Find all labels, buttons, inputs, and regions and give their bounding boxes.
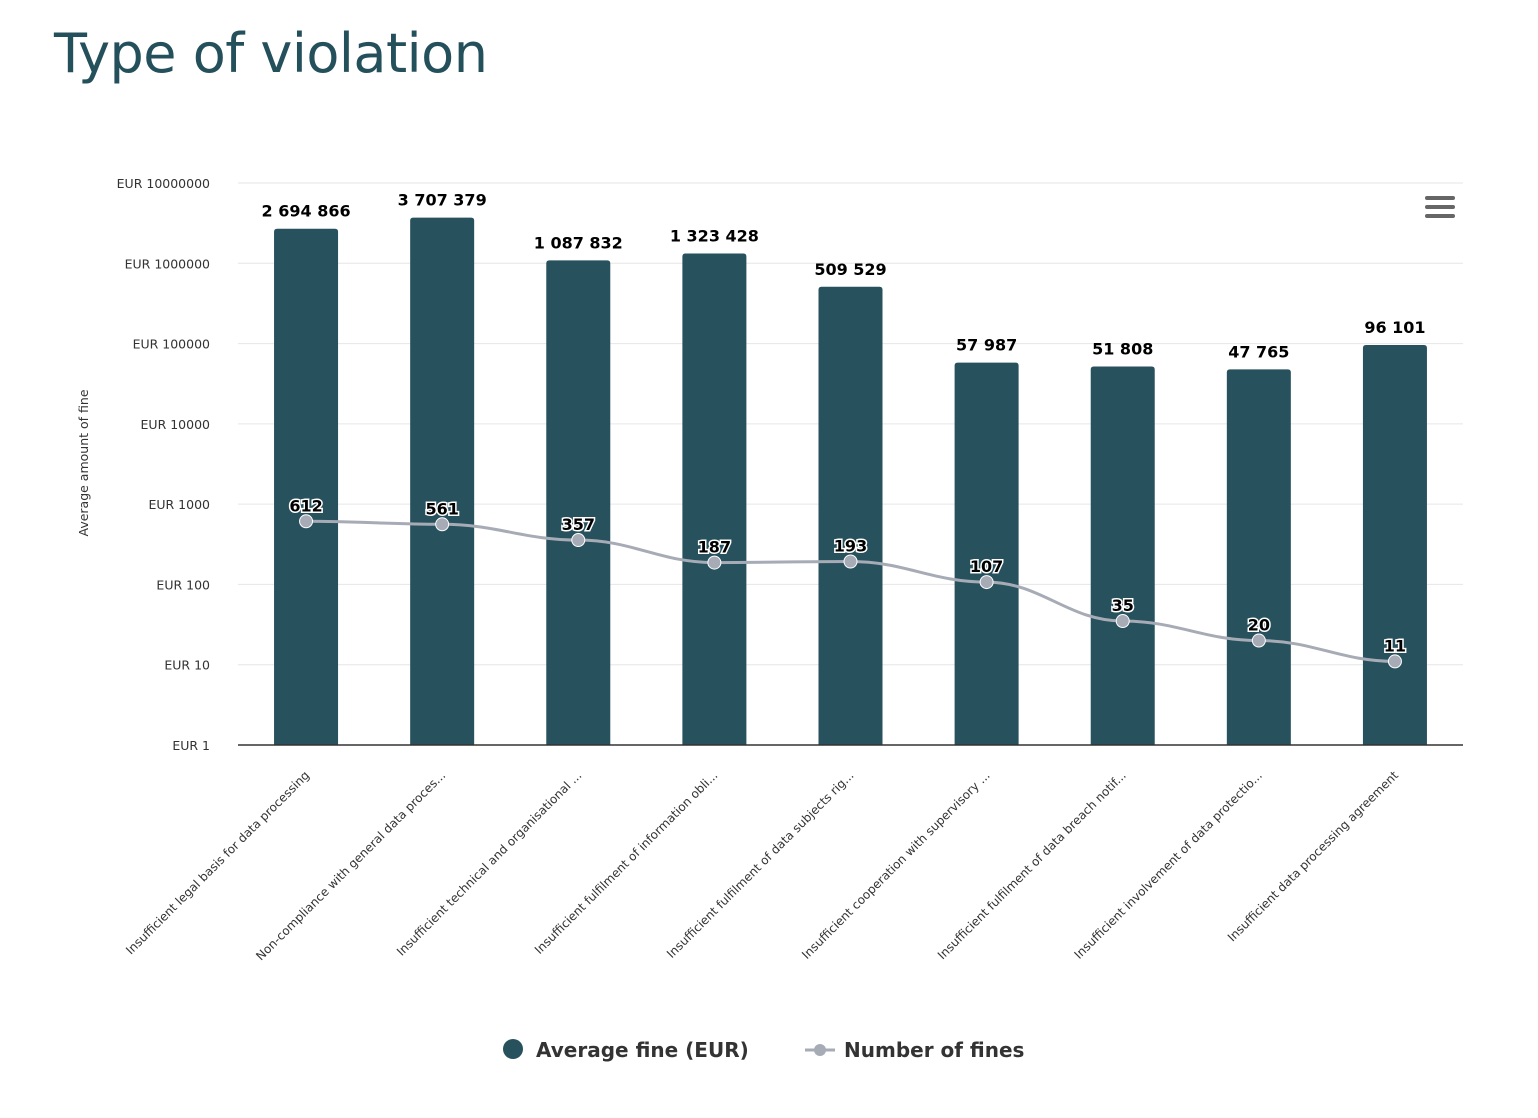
y-tick-label: EUR 10000	[141, 417, 211, 432]
bar	[1362, 344, 1427, 745]
y-tick-label: EUR 100	[156, 577, 210, 592]
bar-data-label: 51 808	[1092, 340, 1153, 359]
hamburger-menu-icon[interactable]	[1425, 196, 1455, 218]
y-tick-label: EUR 10	[164, 658, 210, 673]
line-data-label: 187	[698, 538, 731, 557]
line-data-label: 357	[562, 515, 595, 534]
line-point	[435, 517, 450, 532]
bar	[274, 228, 339, 745]
line-point	[299, 514, 314, 529]
y-axis-label: Average amount of fine	[76, 389, 91, 536]
x-axis-labels: Insufficient legal basis for data proces…	[123, 768, 1401, 963]
line-data-label: 35	[1112, 596, 1134, 615]
line-series: 612 561 357 187 193 107 35 20 11	[288, 495, 1408, 669]
line-point	[1115, 614, 1130, 629]
legend-label: Average fine (EUR)	[536, 1038, 749, 1062]
bar	[682, 253, 747, 745]
bar-data-label: 96 101	[1364, 318, 1425, 337]
bar-series: 2 694 866 3 707 379 1 087 832 1 323 428 509 …	[262, 191, 1427, 745]
page-title: Type of violation	[54, 22, 488, 85]
line-point	[979, 575, 994, 590]
line-data-label: 20	[1248, 616, 1270, 635]
legend-marker-bar	[503, 1039, 523, 1059]
y-tick-label: EUR 100000	[133, 337, 210, 352]
bar	[410, 217, 475, 745]
bar-data-label: 1 323 428	[670, 227, 759, 246]
y-tick-label: EUR 1000	[148, 497, 210, 512]
y-tick-label: EUR 10000000	[117, 176, 210, 191]
bar-data-label: 57 987	[956, 336, 1017, 355]
legend: Average fine (EUR) Number of fines	[503, 1038, 1024, 1062]
legend-marker-point	[814, 1044, 826, 1056]
y-tick-label: EUR 1000000	[125, 256, 210, 271]
line-data-label: 612	[289, 496, 322, 515]
x-tick-label: Insufficient data processing agreement	[1225, 768, 1401, 944]
bar	[1226, 369, 1291, 745]
line-data-label: 11	[1384, 636, 1406, 655]
y-axis-ticks: EUR 1 EUR 10 EUR 100 EUR 1000 EUR 10000 EUR 1…	[117, 176, 210, 753]
legend-label: Number of fines	[844, 1038, 1024, 1062]
line-point	[707, 555, 722, 570]
line-data-label: 561	[425, 499, 458, 518]
bar	[1090, 366, 1155, 745]
line-point	[1387, 654, 1402, 669]
y-tick-label: EUR 1	[172, 738, 210, 753]
bar-data-label: 47 765	[1228, 342, 1289, 361]
bar	[818, 286, 883, 745]
bar-data-label: 2 694 866	[262, 202, 351, 221]
bar	[546, 260, 611, 745]
bar	[954, 362, 1019, 745]
bar-data-label: 3 707 379	[398, 191, 487, 210]
line-point	[1251, 633, 1266, 648]
legend-item-number-of-fines[interactable]: Number of fines	[805, 1038, 1024, 1062]
line-point	[843, 554, 858, 569]
line-point	[571, 533, 586, 548]
line-data-label: 193	[834, 537, 867, 556]
line-data-label: 107	[970, 557, 1003, 576]
legend-item-average-fine[interactable]: Average fine (EUR)	[503, 1038, 749, 1062]
bar-data-label: 1 087 832	[534, 233, 623, 252]
bar-data-label: 509 529	[814, 260, 886, 279]
